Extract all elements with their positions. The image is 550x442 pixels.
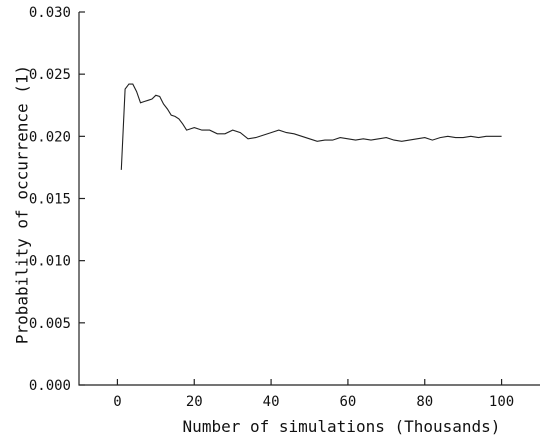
x-axis-ticks: 0 20 40 60 80 100 (113, 379, 514, 410)
x-tick-label: 0 (113, 394, 121, 410)
y-axis-ticks: 0.000 0.005 0.010 0.015 0.020 0.025 0.030 (29, 5, 85, 394)
x-axis-title: Number of simulations (Thousands) (183, 417, 501, 436)
x-tick-label: 20 (186, 394, 203, 410)
y-axis-title: Probability of occurrence (1) (13, 65, 32, 344)
y-tick-label: 0.020 (29, 129, 71, 145)
y-tick-label: 0.005 (29, 316, 71, 332)
y-tick-label: 0.025 (29, 67, 71, 83)
y-tick-label: 0.030 (29, 5, 71, 21)
y-tick-label: 0.010 (29, 254, 71, 270)
series-line (120, 83, 502, 170)
plot-frame (78, 12, 540, 386)
x-tick-label: 80 (416, 394, 433, 410)
y-tick-label: 0.015 (29, 192, 71, 208)
x-tick-label: 60 (339, 394, 356, 410)
y-tick-label: 0.000 (29, 378, 71, 394)
x-tick-label: 100 (489, 394, 514, 410)
x-tick-label: 40 (263, 394, 280, 410)
